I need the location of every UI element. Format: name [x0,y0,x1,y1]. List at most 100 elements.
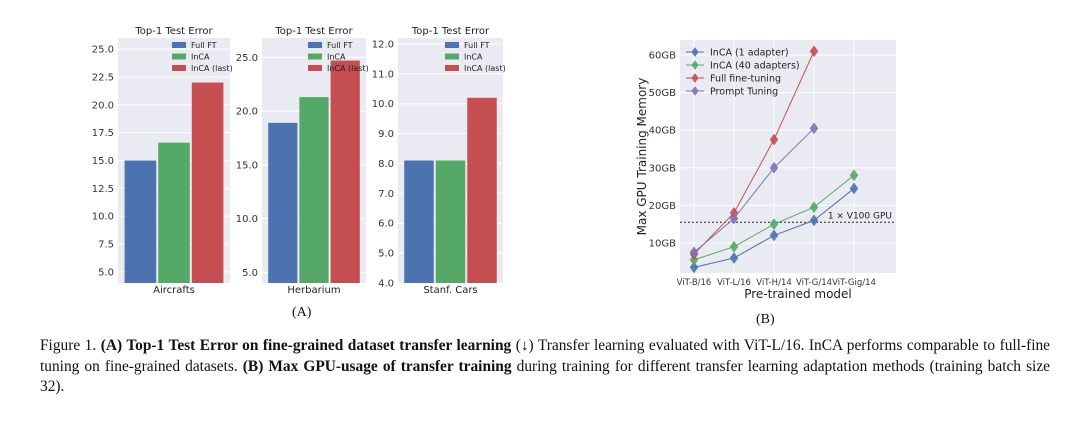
bar-chart-1-ytick-label: 20.0 [92,100,114,111]
bar-chart-3-ytick-label: 5.0 [378,249,394,260]
bar-chart-3-ytick-label: 6.0 [378,219,394,230]
bar-chart-2-ytick-label: 10.0 [236,214,258,225]
bar-chart-3-legend-label: InCA (last) [464,64,506,73]
line-legend-label: InCA (40 adapters) [710,61,800,72]
line-chart-ylabel: Max GPU Training Memory [635,78,649,236]
bar-chart-3-legend-swatch [445,53,459,60]
line-legend-marker [691,47,699,57]
line-legend-marker [691,86,699,96]
bar-chart-1-legend-swatch [172,65,186,71]
bar-chart-1-bar-full-ft [124,160,157,283]
bar-chart-1-title: Top-1 Test Error [134,26,213,37]
line-legend-label: Full fine-tuning [710,74,781,85]
panel-label-b: (B) [756,312,775,327]
line-chart-ytick-label: 10GB [649,238,676,249]
bar-chart-2-bar-full-ft [268,122,298,283]
bar-chart-3-title: Top-1 Test Error [411,26,490,37]
caption-text-a: (↓) Transfer learning evaluated with ViT… [40,337,1050,375]
bar-chart-1-ytick-label: 12.5 [92,184,114,195]
line-legend-label: Prompt Tuning [710,87,778,98]
bar-chart-3-legend-swatch [445,42,459,48]
bar-chart-1-legend-label: InCA (last) [191,64,233,73]
bar-chart-1-xlabel: Aircrafts [153,285,195,296]
bar-chart-1-legend-label: InCA [191,53,210,62]
line-legend-marker [691,73,699,83]
line-chart-ytick-label: 40GB [649,126,676,137]
bar-chart-3-xlabel: Stanf. Cars [423,285,477,296]
bar-chart-1-legend-swatch [172,53,186,60]
line-point-inca-40-adapters [729,240,739,253]
line-point-inca-1-adapter [809,214,819,227]
line-chart-ytick-label: 50GB [649,88,676,99]
line-point-inca-40-adapters [809,201,819,214]
line-point-inca-1-adapter [689,261,699,274]
line-chart-ytick-label: 30GB [649,163,676,174]
bar-chart-2-ytick-label: 20.0 [236,107,258,118]
bar-chart-3-legend-label: Full FT [464,41,490,50]
line-chart-xlabel: Pre-trained model [744,287,852,301]
bar-chart-2-legend-label: Full FT [327,41,353,50]
bar-chart-1-bar-inca-last [191,82,224,283]
line-chart-ytick-label: 60GB [649,51,676,62]
bar-chart-3-legend-label: InCA [464,53,483,62]
line-series-full-fine-tuning [693,51,815,255]
bar-chart-3-ytick-label: 9.0 [378,129,394,140]
line-chart-xtick-label: ViT-Gig/14 [832,278,876,288]
line-point-inca-40-adapters [769,218,779,231]
line-chart-ytick-label: 20GB [649,201,676,212]
bar-chart-1-legend-label: Full FT [191,41,217,50]
caption-bold-b: (B) Max GPU-usage of transfer training [242,357,512,375]
bar-chart-1-bar-inca [158,142,190,283]
bar-chart-2-legend-label: InCA [327,53,346,62]
bar-chart-1-ytick-label: 5.0 [98,267,114,278]
caption-prefix: Figure 1. [40,337,101,354]
bar-chart-2-legend-swatch [308,53,322,60]
line-legend-marker [691,60,699,70]
bar-chart-3-ytick-label: 7.0 [378,189,394,200]
bar-chart-3-bar-inca [435,160,466,283]
line-point-prompt-tuning [729,212,739,225]
line-point-prompt-tuning [809,122,819,135]
line-point-prompt-tuning [769,161,779,174]
bar-chart-2-bar-inca-last [330,60,360,283]
bar-chart-2-ytick-label: 15.0 [236,160,258,171]
bar-chart-1-ytick-label: 25.0 [92,45,114,56]
line-chart-xtick-label: ViT-B/16 [677,278,712,288]
caption-text-b: during training for different transfer l… [40,357,1050,396]
line-point-inca-1-adapter [729,252,739,264]
line-point-inca-1-adapter [849,182,859,195]
bar-chart-3-legend-swatch [445,65,459,71]
bar-chart-1-ytick-label: 22.5 [92,72,114,83]
bar-chart-3-ytick-label: 8.0 [378,159,394,170]
bar-chart-3-ytick-label: 4.0 [378,279,394,290]
line-point-prompt-tuning [689,246,699,259]
bar-chart-3-ytick-label: 12.0 [372,39,394,50]
bar-chart-3-bar-inca-last [467,97,497,283]
bar-chart-2-bar-inca [299,97,329,283]
bar-chart-2-ytick-label: 5.0 [242,268,258,279]
bar-chart-2-legend-swatch [308,65,322,71]
figure-charts: 5.0 7.5 10.0 12.5 15.0 17.5 20.0 22.5 25.0 Top-1 … [92,26,896,301]
bar-chart-1-ytick-label: 17.5 [92,128,114,139]
line-chart-xtick-label: ViT-L/16 [717,278,751,288]
bar-chart-3-ytick-label: 10.0 [372,99,394,110]
bar-chart-2-legend-label: InCA (last) [327,64,369,73]
bar-chart-1-ytick-label: 10.0 [92,212,114,223]
bar-chart-1-ytick-label: 7.5 [98,240,114,251]
bar-chart-3-ytick-label: 11.0 [372,69,394,80]
bar-chart-1-ytick-label: 15.0 [92,156,114,167]
bar-chart-1-legend-swatch [172,42,186,48]
figure-caption: Figure 1. (A) Top-1 Test Error on fine-g… [40,336,1050,398]
bar-chart-2-xlabel: Herbarium [287,285,340,296]
bar-chart-2-title: Top-1 Test Error [274,26,353,37]
bar-chart-3-bar-full-ft [404,160,434,283]
bar-chart-2-legend-swatch [308,42,322,48]
panel-label-a: (A) [292,305,312,320]
line-series-prompt-tuning [693,127,815,253]
line-point-full-fine-tuning [809,45,819,58]
line-chart-reference-label: 1 × V100 GPU [828,211,892,221]
line-chart-xtick-label: ViT-G/14 [796,278,832,288]
line-point-inca-40-adapters [849,169,859,182]
line-point-inca-1-adapter [769,229,779,242]
